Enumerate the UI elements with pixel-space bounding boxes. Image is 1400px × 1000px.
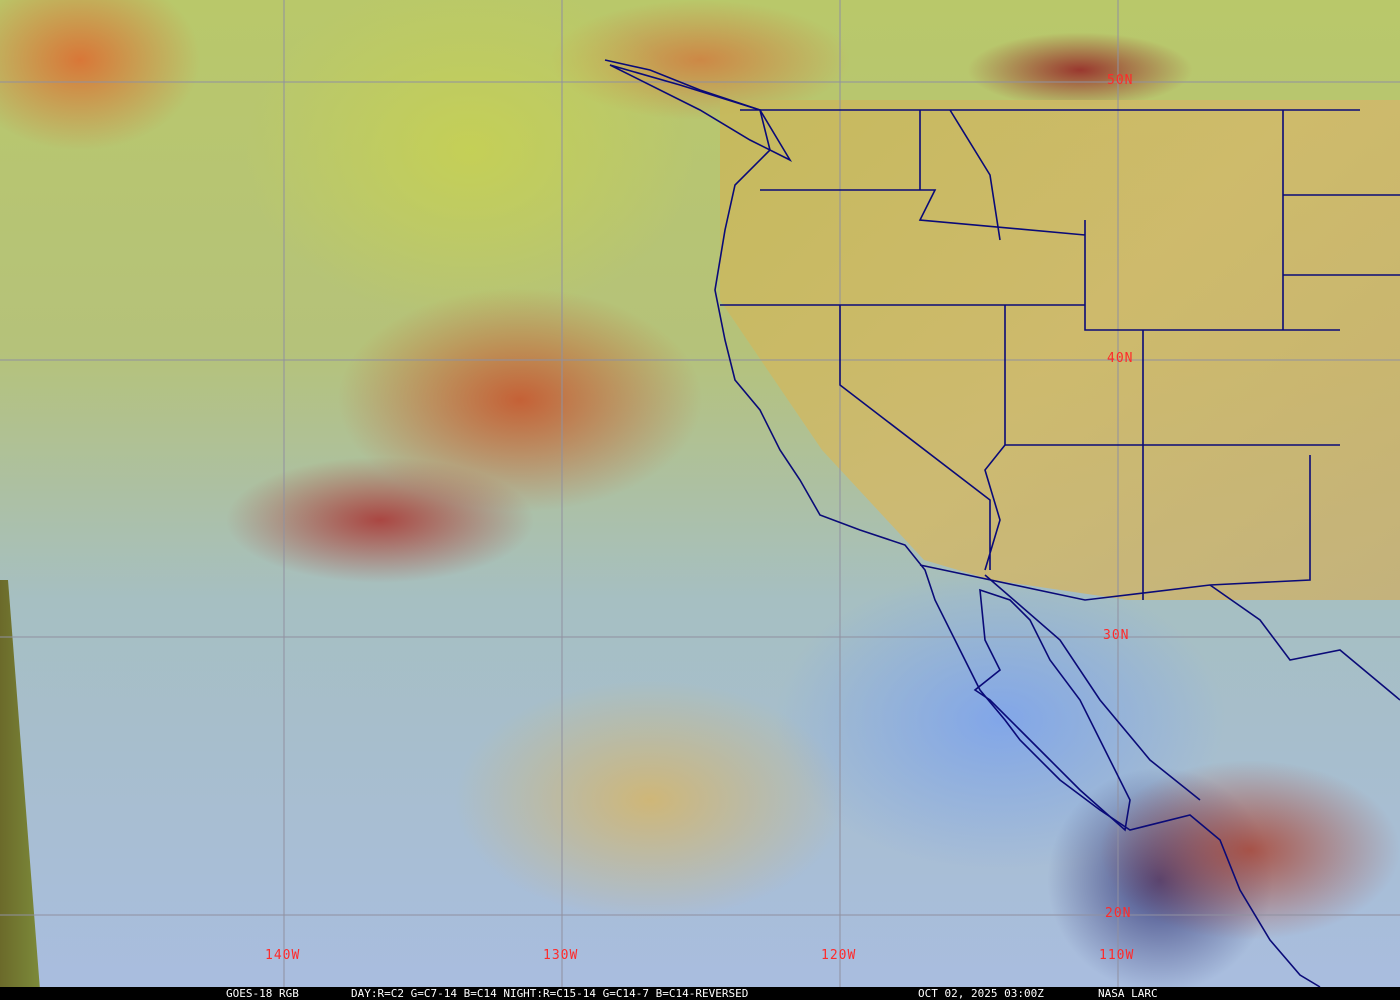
caption-bar: GOES-18 RGB DAY:R=C2 G=C7-14 B=C14 NIGHT… xyxy=(0,987,1400,1000)
coastline xyxy=(604,59,1321,988)
lon-label-110w: 110W xyxy=(1099,948,1135,963)
lon-label-120w: 120W xyxy=(821,948,857,963)
lat-label-40n: 40N xyxy=(1107,351,1134,366)
baja-coastline xyxy=(973,588,1131,832)
state-borders xyxy=(720,109,1400,701)
caption-product: GOES-18 RGB xyxy=(226,987,299,1000)
lat-label-30n: 30N xyxy=(1103,628,1130,643)
canada-border-island xyxy=(609,64,793,162)
lat-label-50n: 50N xyxy=(1107,73,1134,88)
gulf-california-east xyxy=(984,574,1201,801)
caption-credit: NASA LARC xyxy=(1098,987,1158,1000)
caption-recipe: DAY:R=C2 G=C7-14 B=C14 NIGHT:R=C15-14 G=… xyxy=(351,987,749,1000)
lon-label-130w: 130W xyxy=(543,948,579,963)
caption-timestamp: OCT 02, 2025 03:00Z xyxy=(918,987,1044,1000)
lat-label-20n: 20N xyxy=(1105,906,1132,921)
lon-label-140w: 140W xyxy=(265,948,301,963)
